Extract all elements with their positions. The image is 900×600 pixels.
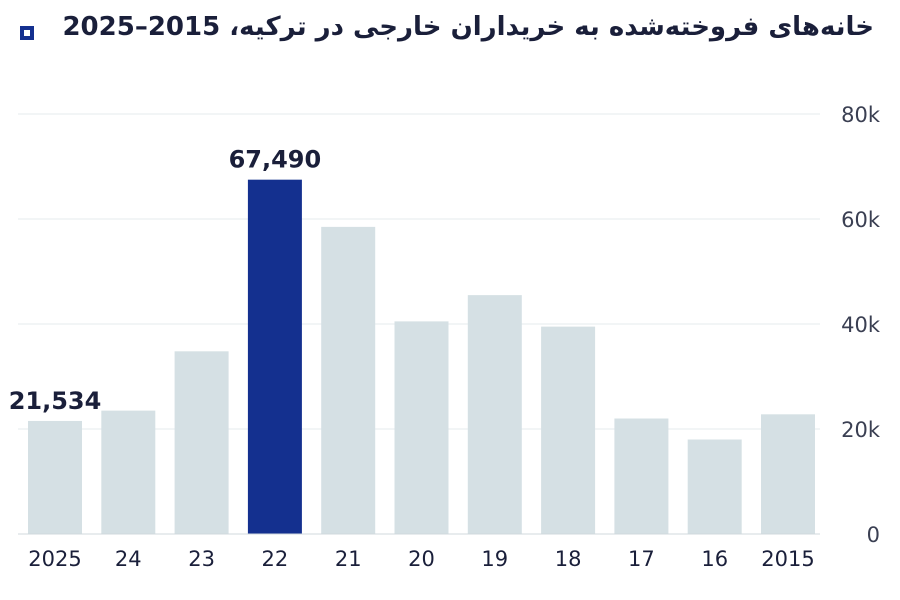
bar [541, 326, 596, 534]
x-tick-label: 19 [481, 547, 508, 571]
bar [761, 414, 815, 534]
bar [101, 410, 156, 534]
bar [174, 351, 229, 534]
x-tick-label: 24 [115, 547, 142, 571]
y-tick-label: 40k [841, 313, 881, 337]
bar [394, 321, 449, 534]
x-tick-label: 2015 [761, 547, 814, 571]
data-label: 21,534 [9, 387, 102, 415]
x-tick-label: 23 [188, 547, 215, 571]
y-tick-label: 80k [841, 103, 881, 127]
y-tick-label: 20k [841, 418, 881, 442]
x-tick-label: 21 [335, 547, 362, 571]
bar [28, 420, 82, 534]
y-tick-label: 0 [867, 523, 880, 547]
chart-title: خانه‌های فروخته‌شده به خریداران خارجی در… [62, 12, 874, 42]
x-tick-label: 18 [555, 547, 582, 571]
bar [687, 439, 742, 534]
data-label: 67,490 [229, 146, 322, 174]
chart-header: خانه‌های فروخته‌شده به خریداران خارجی در… [0, 0, 900, 70]
y-tick-label: 60k [841, 208, 881, 232]
x-tick-label: 20 [408, 547, 435, 571]
bar [247, 179, 302, 535]
x-tick-label: 16 [701, 547, 728, 571]
bar [614, 418, 669, 534]
x-tick-label: 2025 [28, 547, 81, 571]
x-tick-label: 22 [262, 547, 289, 571]
x-tick-label: 17 [628, 547, 655, 571]
bar [321, 226, 376, 534]
legend-square-icon [20, 26, 34, 40]
bar [467, 295, 522, 534]
